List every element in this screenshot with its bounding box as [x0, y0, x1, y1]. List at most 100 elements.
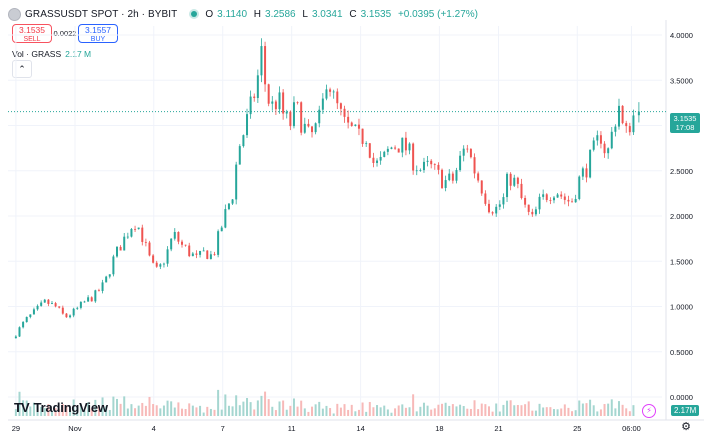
y-tick-label: 3.5000 [670, 76, 693, 85]
open-value: 3.1140 [217, 8, 247, 20]
candle-body [509, 173, 512, 186]
volume-bar [401, 404, 404, 416]
volume-bar [433, 408, 436, 416]
candle-body [264, 46, 267, 85]
volume-bar [430, 409, 433, 416]
volume-bar [607, 403, 610, 416]
buy-button[interactable]: 3.1557 BUY [78, 24, 118, 43]
candle-body [97, 290, 100, 292]
candle-body [596, 135, 599, 141]
candle-body [563, 196, 566, 200]
candle-body [292, 102, 295, 127]
candle-body [354, 124, 357, 126]
volume-bar [296, 406, 299, 416]
candle-body [462, 148, 465, 156]
sell-button[interactable]: 3.1535 SELL [12, 24, 52, 43]
volume-bar [152, 404, 155, 416]
volume-bar [285, 409, 288, 416]
tradingview-logo[interactable]: TV TradingView [14, 400, 108, 415]
volume-bar [502, 404, 505, 416]
candle-body [162, 263, 165, 265]
volume-bar [534, 410, 537, 416]
candle-body [516, 177, 519, 184]
candle-body [152, 255, 155, 263]
volume-bar [43, 408, 46, 416]
candle-body [18, 327, 21, 337]
candle-body [477, 173, 480, 181]
volume-bar [119, 403, 122, 416]
volume-bar [25, 400, 28, 416]
candle-body [368, 143, 371, 158]
volume-bar [253, 409, 256, 416]
sell-label: SELL [23, 36, 41, 43]
candle-body [253, 96, 256, 99]
x-tick-label: 06:00 [622, 424, 641, 433]
candle-body [112, 256, 115, 275]
candle-body [603, 143, 606, 154]
volume-bar [83, 410, 86, 416]
volume-bar [195, 407, 198, 416]
volume-bar [549, 407, 552, 416]
volume-bar [379, 407, 382, 416]
volume-bar [386, 409, 389, 416]
chevron-up-icon[interactable]: ⌃ [12, 60, 32, 78]
candle-body [79, 301, 82, 308]
candle-body [126, 236, 129, 238]
gear-icon[interactable]: ⚙ [681, 421, 691, 433]
volume-bar [343, 404, 346, 416]
volume-bar [87, 402, 90, 416]
volume-bar [307, 411, 310, 416]
volume-bar [105, 406, 108, 416]
candle-body [14, 336, 17, 339]
volume-bar [72, 399, 75, 416]
volume-bar [466, 408, 469, 416]
volume-bar [552, 409, 555, 416]
volume-bar [589, 399, 592, 416]
candle-body [347, 116, 350, 123]
candle-body [191, 253, 194, 257]
open-key: O [205, 8, 214, 20]
x-tick-label: 21 [494, 424, 502, 433]
volume-bar [227, 405, 230, 416]
volume-bar [166, 400, 169, 416]
candle-body [166, 249, 169, 264]
candle-body [610, 131, 613, 149]
candle-body [361, 128, 364, 144]
volume-bar [376, 405, 379, 416]
volume-bar [47, 404, 50, 416]
lightning-bolt-icon[interactable]: ⚡ [642, 404, 656, 418]
candle-body [101, 282, 104, 291]
volume-bar [188, 403, 191, 416]
candle-body [592, 140, 595, 150]
last-price-label: 3.1535 17:08 [670, 113, 700, 133]
low-value: 3.0341 [311, 8, 343, 20]
volume-legend[interactable]: Vol · GRASS 2.17 M [12, 49, 91, 59]
volume-bar [278, 401, 281, 416]
volume-bar [621, 404, 624, 416]
volume-bar [585, 403, 588, 416]
candle-body [300, 102, 303, 133]
volume-bar [531, 410, 534, 416]
candle-body [227, 203, 230, 210]
symbol-title[interactable]: GRASSUSDT SPOT · 2h · BYBIT [25, 8, 178, 20]
volume-bar [419, 406, 422, 416]
volume-bar [267, 399, 270, 416]
y-tick-label: 1.0000 [670, 303, 693, 312]
candle-body [36, 305, 39, 310]
volume-bar [148, 396, 151, 416]
volume-bar [220, 409, 223, 416]
y-tick-label: 2.5000 [670, 167, 693, 176]
volume-bar [599, 409, 602, 416]
volume-bar [209, 408, 212, 416]
candle-body [87, 297, 90, 302]
volume-bar [350, 404, 353, 416]
candle-body [134, 228, 137, 230]
candle-body [108, 274, 111, 277]
volume-bar [390, 412, 393, 416]
candle-body [599, 135, 602, 144]
volume-bar [29, 406, 32, 416]
volume-bar [462, 406, 465, 416]
candle-body [170, 238, 173, 250]
candle-body [552, 197, 555, 201]
